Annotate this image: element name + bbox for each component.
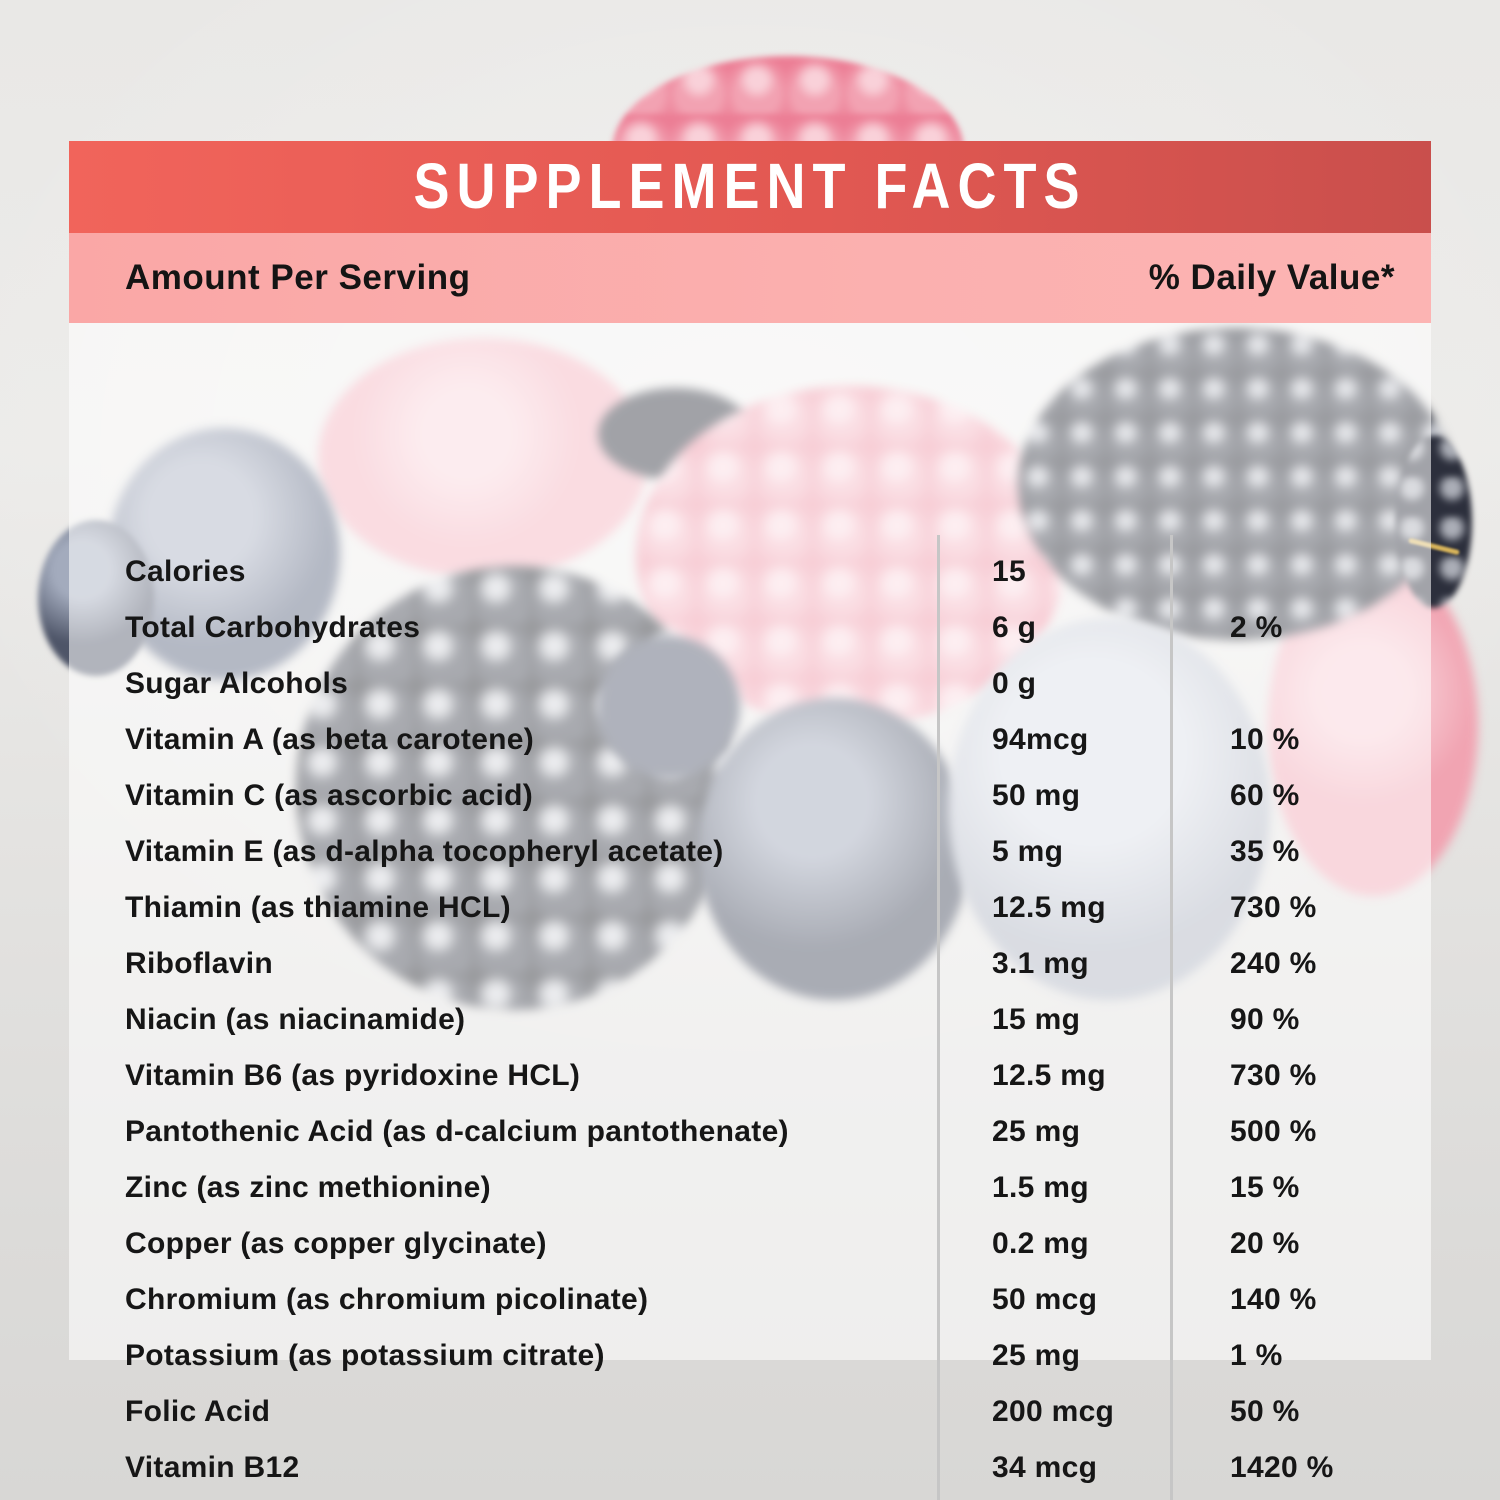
- nutrient-amount: 1.5 mg: [992, 1171, 1089, 1204]
- table-row: Thiamin (as thiamine HCL) 12.5 mg 730 %: [69, 880, 1431, 936]
- nutrient-name: Sugar Alcohols: [125, 667, 349, 700]
- nutrient-name: Riboflavin: [125, 947, 274, 980]
- table-row: Chromium (as chromium picolinate) 50 mcg…: [69, 1272, 1431, 1328]
- nutrient-dv: 90 %: [1230, 1003, 1300, 1036]
- table-row: Sugar Alcohols 0 g: [69, 656, 1431, 712]
- table-row: Total Carbohydrates 6 g 2 %: [69, 600, 1431, 656]
- nutrient-name: Vitamin B12: [125, 1451, 300, 1484]
- nutrient-amount: 200 mcg: [992, 1395, 1115, 1428]
- table-row: Vitamin A (as beta carotene) 94mcg 10 %: [69, 712, 1431, 768]
- table-row: Vitamin C (as ascorbic acid) 50 mg 60 %: [69, 768, 1431, 824]
- nutrient-name: Niacin (as niacinamide): [125, 1003, 466, 1036]
- facts-rows: Calories 15 Total Carbohydrates 6 g 2 % …: [69, 544, 1431, 1496]
- nutrient-name: Thiamin (as thiamine HCL): [125, 891, 511, 924]
- nutrient-dv: 10 %: [1230, 723, 1300, 756]
- nutrient-name: Total Carbohydrates: [125, 611, 421, 644]
- nutrient-name: Zinc (as zinc methionine): [125, 1171, 491, 1204]
- column-header-bar: Amount Per Serving % Daily Value*: [69, 233, 1431, 323]
- supplement-facts-title: SUPPLEMENT FACTS: [413, 151, 1087, 223]
- nutrient-dv: 1 %: [1230, 1339, 1283, 1372]
- table-row: Riboflavin 3.1 mg 240 %: [69, 936, 1431, 992]
- nutrient-amount: 25 mg: [992, 1339, 1081, 1372]
- nutrient-dv: 15 %: [1230, 1171, 1300, 1204]
- nutrient-name: Folic Acid: [125, 1395, 271, 1428]
- column-divider-line: [937, 535, 940, 1500]
- table-row: Vitamin E (as d-alpha tocopheryl acetate…: [69, 824, 1431, 880]
- nutrient-amount: 0.2 mg: [992, 1227, 1089, 1260]
- nutrient-amount: 25 mg: [992, 1115, 1081, 1148]
- table-row: Niacin (as niacinamide) 15 mg 90 %: [69, 992, 1431, 1048]
- nutrient-dv: 240 %: [1230, 947, 1317, 980]
- daily-value-header: % Daily Value*: [1148, 258, 1395, 297]
- nutrient-amount: 50 mg: [992, 779, 1081, 812]
- nutrient-amount: 15 mg: [992, 1003, 1081, 1036]
- nutrient-name: Calories: [125, 555, 246, 588]
- nutrient-dv: 2 %: [1230, 611, 1283, 644]
- nutrient-name: Potassium (as potassium citrate): [125, 1339, 605, 1372]
- title-bar: SUPPLEMENT FACTS: [69, 141, 1431, 233]
- nutrient-name: Copper (as copper glycinate): [125, 1227, 547, 1260]
- nutrient-amount: 15: [992, 555, 1026, 588]
- nutrient-dv: 500 %: [1230, 1115, 1317, 1148]
- facts-table: Calories 15 Total Carbohydrates 6 g 2 % …: [69, 323, 1431, 1500]
- column-divider-line: [1170, 535, 1173, 1500]
- nutrient-amount: 5 mg: [992, 835, 1064, 868]
- table-row: Zinc (as zinc methionine) 1.5 mg 15 %: [69, 1160, 1431, 1216]
- nutrient-dv: 140 %: [1230, 1283, 1317, 1316]
- table-row: Vitamin B6 (as pyridoxine HCL) 12.5 mg 7…: [69, 1048, 1431, 1104]
- nutrient-amount: 50 mcg: [992, 1283, 1098, 1316]
- nutrient-name: Vitamin B6 (as pyridoxine HCL): [125, 1059, 581, 1092]
- table-row: Calories 15: [69, 544, 1431, 600]
- nutrient-dv: 730 %: [1230, 1059, 1317, 1092]
- nutrient-dv: 50 %: [1230, 1395, 1300, 1428]
- nutrient-dv: 1420 %: [1230, 1451, 1334, 1484]
- nutrient-amount: 6 g: [992, 611, 1037, 644]
- nutrient-amount: 12.5 mg: [992, 891, 1106, 924]
- table-row: Potassium (as potassium citrate) 25 mg 1…: [69, 1328, 1431, 1384]
- nutrient-dv: 60 %: [1230, 779, 1300, 812]
- nutrient-amount: 34 mcg: [992, 1451, 1098, 1484]
- amount-per-serving-header: Amount Per Serving: [125, 258, 471, 297]
- table-row: Vitamin B12 34 mcg 1420 %: [69, 1440, 1431, 1496]
- table-row: Copper (as copper glycinate) 0.2 mg 20 %: [69, 1216, 1431, 1272]
- nutrient-dv: 20 %: [1230, 1227, 1300, 1260]
- nutrient-name: Vitamin A (as beta carotene): [125, 723, 535, 756]
- nutrient-dv: 730 %: [1230, 891, 1317, 924]
- nutrient-name: Vitamin E (as d-alpha tocopheryl acetate…: [125, 835, 724, 868]
- nutrient-amount: 3.1 mg: [992, 947, 1089, 980]
- table-row: Pantothenic Acid (as d-calcium pantothen…: [69, 1104, 1431, 1160]
- table-row: Folic Acid 200 mcg 50 %: [69, 1384, 1431, 1440]
- nutrient-amount: 94mcg: [992, 723, 1089, 756]
- nutrient-name: Chromium (as chromium picolinate): [125, 1283, 649, 1316]
- nutrient-dv: 35 %: [1230, 835, 1300, 868]
- nutrient-amount: 0 g: [992, 667, 1037, 700]
- nutrient-amount: 12.5 mg: [992, 1059, 1106, 1092]
- supplement-facts-panel: SUPPLEMENT FACTS Amount Per Serving % Da…: [69, 141, 1431, 1500]
- nutrient-name: Vitamin C (as ascorbic acid): [125, 779, 533, 812]
- nutrient-name: Pantothenic Acid (as d-calcium pantothen…: [125, 1115, 789, 1148]
